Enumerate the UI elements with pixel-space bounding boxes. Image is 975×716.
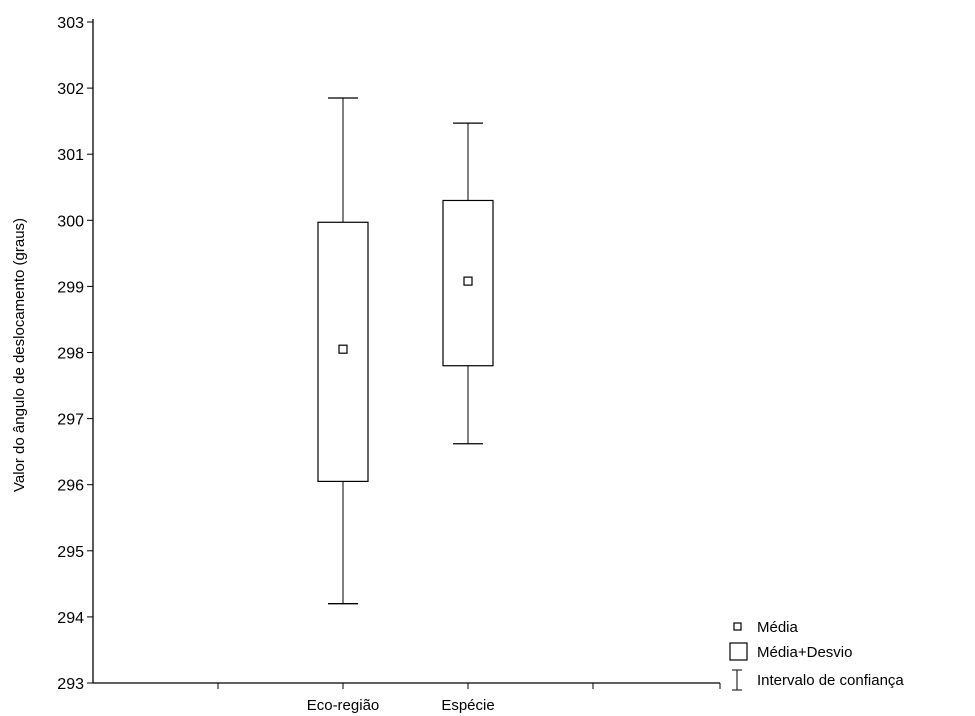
box-group bbox=[442, 122, 494, 445]
x-tick-label: Eco-região bbox=[307, 697, 380, 714]
x-ticks: Eco-região Espécie bbox=[217, 683, 721, 714]
legend-item: Média+Desvio bbox=[729, 642, 852, 661]
mean-deviation-box bbox=[442, 199, 494, 367]
y-tick-label: 299 bbox=[57, 279, 84, 296]
y-tick-label: 294 bbox=[57, 610, 84, 627]
legend: Média Média+Desvio Intervalo de confiança bbox=[729, 619, 904, 691]
legend-label: Média+Desvio bbox=[757, 644, 852, 661]
legend-mean-symbol bbox=[733, 622, 742, 631]
legend-item: Intervalo de confiança bbox=[732, 669, 904, 691]
axes bbox=[92, 19, 720, 684]
y-tick-label: 300 bbox=[57, 213, 84, 230]
y-ticks: 293 294 295 296 297 298 299 300 301 302 303 bbox=[57, 15, 93, 693]
y-tick-label: 303 bbox=[57, 15, 84, 32]
mean-marker bbox=[463, 276, 473, 286]
box-group bbox=[317, 97, 369, 605]
y-tick-label: 293 bbox=[57, 676, 84, 693]
y-tick-label: 301 bbox=[57, 147, 84, 164]
y-tick-label: 302 bbox=[57, 81, 84, 98]
legend-item: Média bbox=[733, 619, 799, 636]
y-tick-label: 298 bbox=[57, 346, 84, 363]
legend-whisker-symbol bbox=[732, 669, 742, 691]
y-axis-label: Valor do ângulo de deslocamento (graus) bbox=[11, 218, 28, 492]
legend-label: Intervalo de confiança bbox=[757, 672, 904, 689]
mean-deviation-box bbox=[317, 221, 369, 482]
y-tick-label: 295 bbox=[57, 544, 84, 561]
y-tick-label: 296 bbox=[57, 478, 84, 495]
mean-marker bbox=[338, 344, 348, 354]
legend-box-symbol bbox=[729, 642, 748, 661]
x-tick-label: Espécie bbox=[441, 697, 494, 714]
y-tick-label: 297 bbox=[57, 412, 84, 429]
legend-label: Média bbox=[757, 619, 799, 636]
boxes bbox=[317, 97, 494, 605]
